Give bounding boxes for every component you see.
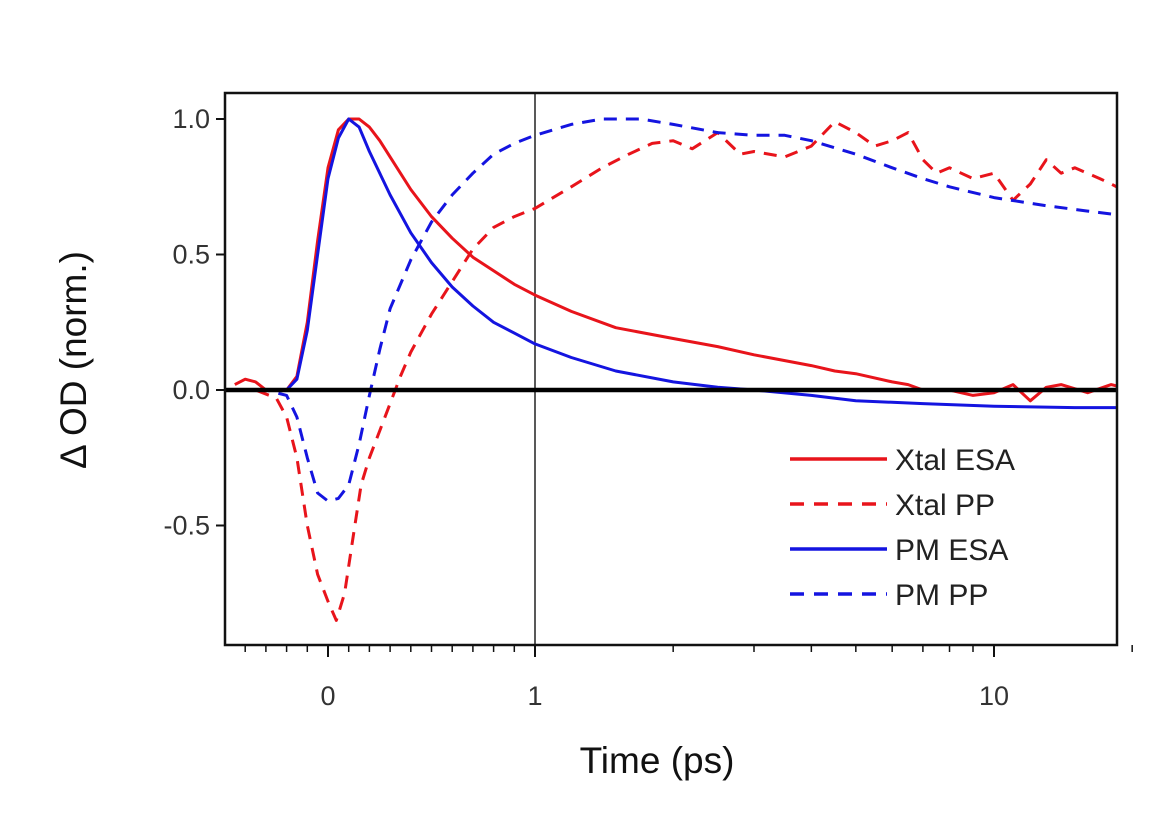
x-tick-label: 10	[979, 681, 1009, 711]
series-line-xtal-pp	[234, 120, 1117, 622]
x-axis-title: Time (ps)	[580, 740, 735, 781]
legend-label-xtal-esa: Xtal ESA	[895, 444, 1015, 477]
legend-label-xtal-pp: Xtal PP	[895, 489, 995, 522]
y-tick-label: 1.0	[172, 104, 210, 134]
series-line-pm-pp	[234, 117, 1117, 503]
legend: Xtal ESA Xtal PP PM ESA PM PP	[790, 444, 1015, 612]
axes: 1.0 0.5 0.0 -0.5 0 1 10	[163, 91, 1133, 711]
y-tick-label: 0.0	[172, 375, 210, 405]
series-group	[234, 117, 1117, 622]
y-axis-title: Δ OD (norm.)	[53, 251, 94, 469]
x-tick-label: 1	[527, 681, 542, 711]
x-tick-label: 0	[320, 681, 335, 711]
y-tick-label: 0.5	[172, 240, 210, 270]
plot-area	[225, 93, 1117, 645]
y-tick-label: -0.5	[163, 511, 210, 541]
legend-label-pm-pp: PM PP	[895, 579, 988, 612]
series-line-pm-esa	[234, 117, 1117, 410]
plot-frame	[223, 91, 1119, 647]
legend-label-pm-esa: PM ESA	[895, 534, 1008, 567]
